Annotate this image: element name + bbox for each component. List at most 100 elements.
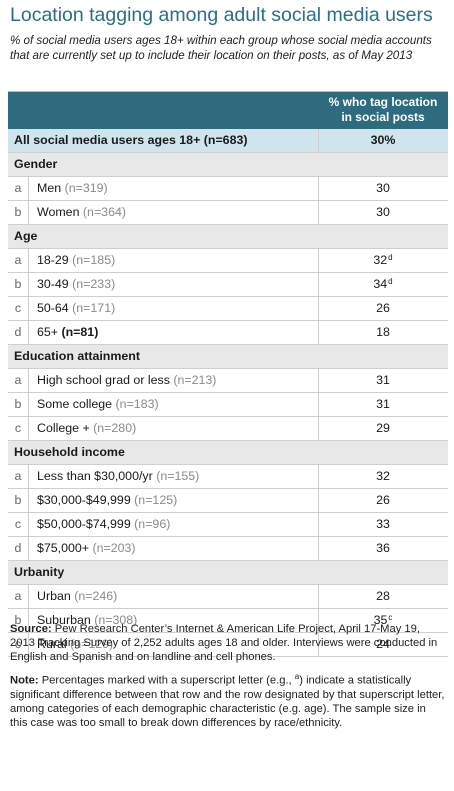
row-sample-size: (n=125) — [134, 493, 178, 507]
column-divider — [318, 585, 319, 608]
row-label-text: $75,000+ — [37, 541, 90, 555]
table-row: c 50-64 (n=171) 26 — [8, 297, 448, 321]
row-letter: a — [8, 465, 29, 488]
row-value-text: 24 — [376, 637, 390, 651]
note-superscript: a — [294, 672, 300, 682]
row-label: 30-49 (n=233) — [37, 273, 115, 296]
group-label: Age — [14, 229, 38, 243]
row-value-text: 31 — [376, 397, 390, 411]
note-label: Note: — [10, 675, 39, 688]
column-divider — [318, 513, 319, 536]
row-label-text: 50-64 — [37, 301, 69, 315]
row-letter: b — [8, 273, 29, 296]
row-label-text: College + — [37, 421, 90, 435]
row-value: 18 — [338, 321, 428, 344]
column-divider — [318, 249, 319, 272]
row-letter: a — [8, 177, 29, 200]
row-value: 35c — [338, 609, 428, 633]
row-value-text: 28 — [376, 589, 390, 603]
row-label-text: 30-49 — [37, 277, 69, 291]
row-value: 32d — [338, 249, 428, 273]
row-sample-size: (n=280) — [93, 421, 137, 435]
row-label: High school grad or less (n=213) — [37, 369, 216, 392]
row-label: Rural (n=129) — [37, 633, 113, 656]
row-letter: b — [8, 393, 29, 416]
group-header-income: Household income — [8, 441, 448, 465]
row-value: 26 — [338, 297, 428, 320]
row-label: $75,000+ (n=203) — [37, 537, 136, 560]
table-row: b 30-49 (n=233) 34d — [8, 273, 448, 297]
column-header: % who tag location in social posts — [318, 95, 448, 125]
group-label: Household income — [14, 445, 125, 459]
table-row: a Men (n=319) 30 — [8, 177, 448, 201]
column-divider — [318, 465, 319, 488]
row-sample-size: (n=155) — [156, 469, 200, 483]
table-row: b $30,000-$49,999 (n=125) 26 — [8, 489, 448, 513]
row-label: Suburban (n=308) — [37, 609, 137, 632]
column-divider — [318, 297, 319, 320]
row-sample-size: (n=81) — [61, 325, 99, 339]
row-letter: a — [8, 585, 29, 608]
group-header-gender: Gender — [8, 153, 448, 177]
row-value: 32 — [338, 465, 428, 488]
table-row: c College + (n=280) 29 — [8, 417, 448, 441]
group-label: Urbanity — [14, 565, 65, 579]
column-divider — [318, 321, 319, 344]
row-value-text: 29 — [376, 421, 390, 435]
row-sample-size: (n=185) — [72, 253, 116, 267]
row-value: 30 — [338, 201, 428, 224]
row-sample-size: (n=96) — [134, 517, 171, 531]
significance-note: Note: Percentages marked with a superscr… — [10, 670, 446, 730]
source-note: Source: Pew Research Center’s Internet &… — [10, 623, 446, 664]
row-letter: c — [8, 297, 29, 320]
table-row: c $50,000-$74,999 (n=96) 33 — [8, 513, 448, 537]
column-header-line1: % who tag location — [328, 95, 438, 109]
row-label: 18-29 (n=185) — [37, 249, 115, 272]
row-label-text: 65+ — [37, 325, 59, 339]
significance-marker: d — [388, 253, 393, 262]
row-label-text: Rural — [37, 637, 67, 651]
row-value: 28 — [338, 585, 428, 608]
row-value-text: 26 — [376, 301, 390, 315]
significance-marker: d — [388, 277, 393, 286]
row-value-text: 34 — [373, 277, 388, 291]
row-value-text: 32 — [373, 253, 388, 267]
row-label: $30,000-$49,999 (n=125) — [37, 489, 177, 512]
significance-marker: c — [388, 613, 393, 622]
row-letter: d — [8, 321, 29, 344]
row-label-text: $50,000-$74,999 — [37, 517, 131, 531]
table-row: a 18-29 (n=185) 32d — [8, 249, 448, 273]
source-text: Pew Research Center’s Internet & America… — [10, 623, 438, 663]
figure-title: Location tagging among adult social medi… — [10, 4, 433, 26]
row-label-text: $30,000-$49,999 — [37, 493, 131, 507]
column-divider — [318, 537, 319, 560]
row-value: 34d — [338, 273, 428, 297]
figure-subtitle: % of social media users ages 18+ within … — [10, 34, 432, 62]
row-value: 33 — [338, 513, 428, 536]
row-label: $50,000-$74,999 (n=96) — [37, 513, 170, 536]
group-header-age: Age — [8, 225, 448, 249]
table-header: % who tag location in social posts — [8, 92, 448, 129]
row-value: 30 — [338, 177, 428, 200]
row-label: College + (n=280) — [37, 417, 136, 440]
column-divider — [318, 369, 319, 392]
row-letter: a — [8, 249, 29, 272]
row-letter: c — [8, 633, 29, 656]
row-value-text: 33 — [376, 517, 390, 531]
row-value-text: 18 — [376, 325, 390, 339]
row-label-text: Less than $30,000/yr — [37, 469, 153, 483]
row-sample-size: (n=233) — [72, 277, 116, 291]
table-row: b Suburban (n=308) 35c — [8, 609, 448, 633]
row-value-text: 26 — [376, 493, 390, 507]
row-letter: c — [8, 513, 29, 536]
row-label-text: Men — [37, 181, 62, 195]
column-divider — [318, 633, 319, 656]
total-value: 30% — [370, 133, 396, 147]
row-sample-size: (n=308) — [94, 613, 138, 627]
table-row: b Women (n=364) 30 — [8, 201, 448, 225]
row-letter: a — [8, 369, 29, 392]
row-value: 29 — [338, 417, 428, 440]
row-sample-size: (n=246) — [74, 589, 118, 603]
row-sample-size: (n=203) — [92, 541, 136, 555]
